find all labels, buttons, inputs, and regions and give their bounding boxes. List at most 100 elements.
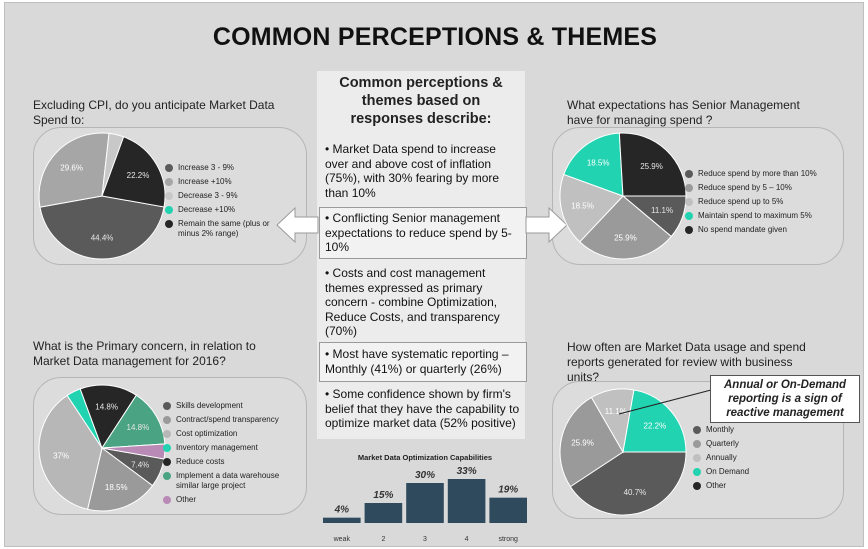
legend-swatch [163, 472, 171, 480]
legend-entry: Increase 3 - 9% [165, 163, 285, 173]
legend-entry: Reduce spend up to 5% [685, 197, 835, 207]
center-heading: Common perceptions & themes based on respo… [339, 75, 503, 127]
legend-swatch [693, 426, 701, 434]
pie-slice [38, 394, 103, 510]
pie-chart-concern: 7.4% 18.5% 37% 14.8% 14.8% [38, 384, 166, 512]
legend-label: Annually [706, 453, 737, 462]
legend-entry: Maintain spend to maximum 5% [685, 211, 835, 221]
bar-data-label: 30% [415, 470, 435, 481]
legend-swatch [163, 458, 171, 466]
legend-swatch [685, 198, 693, 206]
pie-slice [563, 132, 624, 197]
legend-entry: Implement a data warehouse similar large… [163, 471, 303, 491]
question-concern: What is the Primary concern, in relation… [33, 339, 256, 368]
legend-swatch [163, 402, 171, 410]
bar-category-label: 2 [381, 536, 385, 543]
legend-swatch [163, 430, 171, 438]
pie-chart-reports: 40.7% 25.9% 11.1% 22.2% [559, 388, 687, 516]
pie-slice [101, 136, 166, 208]
pie-data-label: 18.5% [587, 159, 610, 168]
bar [447, 479, 486, 523]
legend-swatch [165, 206, 173, 214]
legend-swatch [693, 482, 701, 490]
legend-swatch [165, 192, 173, 200]
legend-entry: Cost optimization [163, 429, 303, 439]
legend-label: Reduce spend by 5 – 10% [698, 183, 792, 192]
bullet-reporting: • Most have systematic reporting – Monthl… [325, 347, 509, 376]
slide: COMMON PERCEPTIONS & THEMES Excluding CP… [4, 2, 864, 547]
bar [489, 497, 527, 523]
legend-label: Decrease +10% [178, 205, 236, 214]
legend-label: Other [176, 495, 197, 504]
legend-label: Maintain spend to maximum 5% [698, 211, 812, 220]
bar-data-label: 33% [457, 466, 477, 477]
page-title: COMMON PERCEPTIONS & THEMES [212, 23, 658, 51]
legend-label: Monthly [706, 425, 735, 434]
legend-swatch [693, 440, 701, 448]
question-spend: Excluding CPI, do you anticipate Market … [33, 98, 275, 127]
bar-chart-capabilities: Market Data Optimization Capabilities 4% w… [323, 453, 527, 543]
question-senior: What expectations has Senior Management h… [567, 98, 800, 127]
pie-data-label: 14.8% [127, 423, 150, 432]
bar-data-label: 19% [498, 485, 518, 496]
legend-label: Skills development [176, 401, 243, 410]
pie-slice [101, 394, 166, 449]
bar [323, 517, 361, 523]
legend-entry: Quarterly [693, 439, 813, 449]
pie-data-label: 14.8% [95, 403, 118, 412]
legend-entry: Skills development [163, 401, 303, 411]
bullet-confidence: • Some confidence shown by firm's belief … [325, 387, 520, 430]
pie-data-label: 25.9% [571, 438, 594, 447]
legend-swatch [165, 220, 173, 228]
legend-entry: Reduce spend by 5 – 10% [685, 183, 835, 193]
pie-slice [86, 447, 154, 512]
pie-data-label: 40.7% [624, 488, 647, 497]
legend-swatch [165, 178, 173, 186]
pie-slice [622, 389, 687, 453]
pie-slice [579, 195, 672, 260]
legend-entry: Other [693, 481, 813, 491]
legend-entry: No spend mandate given [685, 225, 835, 235]
legend-spend: Increase 3 - 9% Increase +10% Decrease 3 -… [165, 163, 285, 243]
pie-data-label: 11.1% [605, 407, 627, 416]
legend-label: Remain the same (plus or minus 2% range) [178, 219, 270, 238]
bar-data-label: 4% [334, 505, 350, 516]
pie-data-label: 29.6% [60, 164, 83, 173]
callout-reactive: Annual or On-Demand reporting is a sign o… [710, 375, 860, 423]
bar [406, 483, 444, 523]
pie-slice [39, 195, 165, 260]
bullet-conflicting: • Conflicting Senior management expectati… [325, 211, 512, 254]
legend-entry: Monthly [693, 425, 813, 435]
bar-data-label: 15% [373, 490, 393, 501]
legend-label: Contract/spend transparency [176, 415, 279, 424]
pie-data-label: 22.2% [127, 171, 150, 180]
legend-entry: Inventory management [163, 443, 303, 453]
legend-label: Reduce spend up to 5% [698, 197, 784, 206]
pie-slice [559, 173, 624, 243]
pie-data-label: 44.4% [91, 234, 114, 243]
pie-slice [38, 132, 110, 208]
legend-swatch [693, 468, 701, 476]
pie-data-label: 18.5% [105, 483, 128, 492]
legend-swatch [685, 184, 693, 192]
legend-label: On Demand [706, 467, 750, 476]
bar-category-label: 4 [465, 536, 469, 543]
pie-data-label: 11.1% [651, 206, 673, 215]
legend-label: Inventory management [176, 443, 258, 452]
pie-data-label: 22.2% [644, 421, 667, 430]
bullet-costs: • Costs and cost management themes expres… [325, 266, 500, 338]
legend-label: Other [706, 481, 727, 490]
callout-pointer [618, 389, 712, 415]
right-arrow-icon [525, 206, 568, 244]
legend-entry: Annually [693, 453, 813, 463]
pie-data-label: 25.9% [614, 234, 637, 243]
legend-swatch [165, 164, 173, 172]
legend-label: Cost optimization [176, 429, 238, 438]
legend-entry: Contract/spend transparency [163, 415, 303, 425]
legend-label: No spend mandate given [698, 225, 787, 234]
legend-swatch [163, 496, 171, 504]
legend-concern: Skills development Contract/spend transpa… [163, 401, 303, 509]
legend-swatch [693, 454, 701, 462]
legend-label: Reduce spend by more than 10% [698, 169, 817, 178]
legend-entry: Reduce costs [163, 457, 303, 467]
